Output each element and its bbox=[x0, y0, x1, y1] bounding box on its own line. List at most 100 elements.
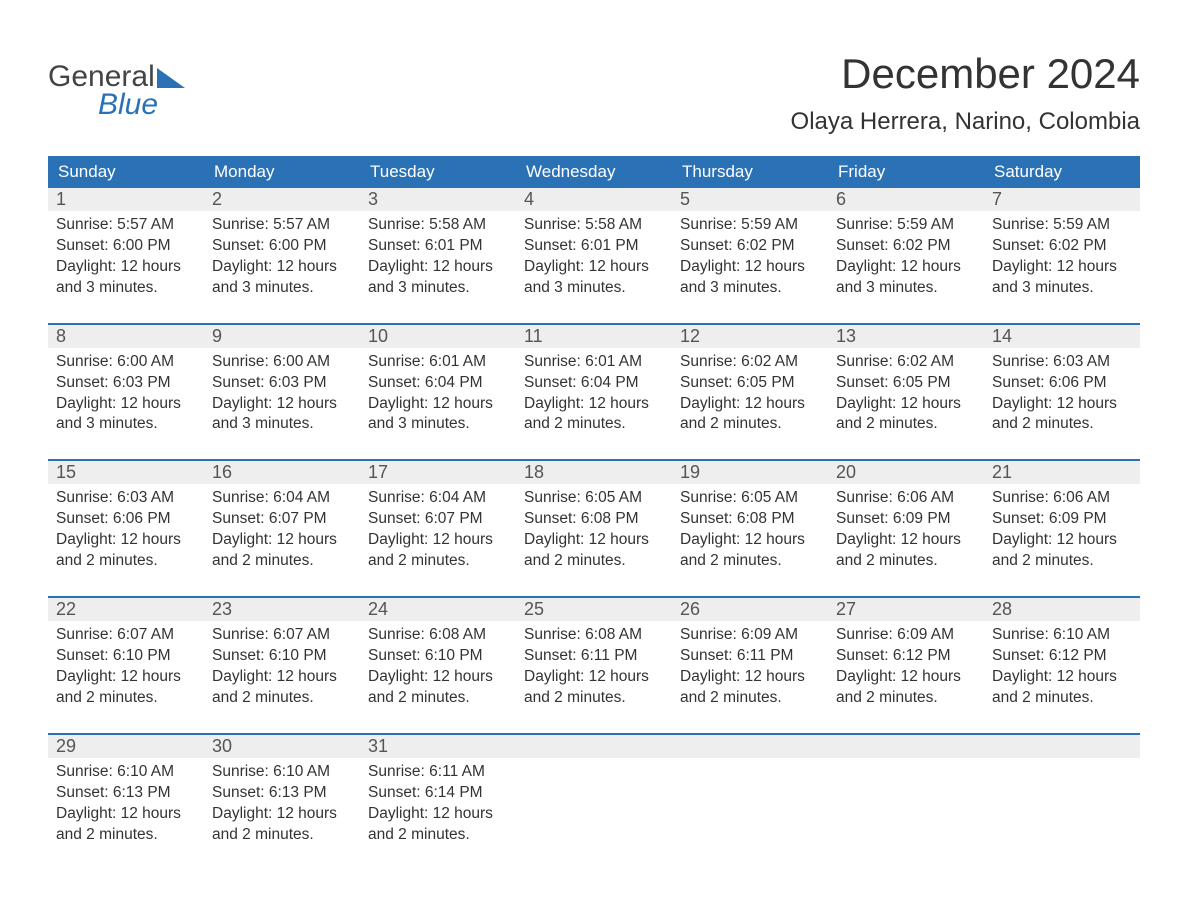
sunrise-text: Sunrise: 6:07 AM bbox=[212, 625, 352, 646]
sunset-text: Sunset: 6:09 PM bbox=[836, 509, 976, 530]
location-subtitle: Olaya Herrera, Narino, Colombia bbox=[791, 108, 1140, 136]
sunrise-text: Sunrise: 6:01 AM bbox=[524, 352, 664, 373]
day-data-cell: Sunrise: 6:09 AMSunset: 6:11 PMDaylight:… bbox=[672, 621, 828, 734]
dl2-text: and 2 minutes. bbox=[368, 688, 508, 709]
dl1-text: Daylight: 12 hours bbox=[992, 530, 1132, 551]
dl1-text: Daylight: 12 hours bbox=[56, 667, 196, 688]
day-data-cell: Sunrise: 6:00 AMSunset: 6:03 PMDaylight:… bbox=[48, 348, 204, 461]
day-number-row: 22232425262728 bbox=[48, 598, 1140, 621]
day-data-cell: Sunrise: 6:10 AMSunset: 6:13 PMDaylight:… bbox=[48, 758, 204, 854]
day-number-cell: 20 bbox=[828, 461, 984, 484]
day-data-row: Sunrise: 5:57 AMSunset: 6:00 PMDaylight:… bbox=[48, 211, 1140, 324]
calendar-table: Sunday Monday Tuesday Wednesday Thursday… bbox=[48, 156, 1140, 853]
sunset-text: Sunset: 6:06 PM bbox=[992, 373, 1132, 394]
sunset-text: Sunset: 6:02 PM bbox=[680, 236, 820, 257]
sunset-text: Sunset: 6:09 PM bbox=[992, 509, 1132, 530]
sunset-text: Sunset: 6:04 PM bbox=[524, 373, 664, 394]
dl2-text: and 2 minutes. bbox=[212, 551, 352, 572]
day-number-cell: 23 bbox=[204, 598, 360, 621]
dl1-text: Daylight: 12 hours bbox=[680, 530, 820, 551]
dl1-text: Daylight: 12 hours bbox=[56, 530, 196, 551]
dl2-text: and 2 minutes. bbox=[56, 688, 196, 709]
day-number-cell: 16 bbox=[204, 461, 360, 484]
dl1-text: Daylight: 12 hours bbox=[212, 804, 352, 825]
dl1-text: Daylight: 12 hours bbox=[212, 667, 352, 688]
dl2-text: and 2 minutes. bbox=[992, 414, 1132, 435]
dl2-text: and 2 minutes. bbox=[56, 825, 196, 846]
dl2-text: and 3 minutes. bbox=[56, 414, 196, 435]
dl2-text: and 3 minutes. bbox=[56, 278, 196, 299]
day-data-cell: Sunrise: 6:11 AMSunset: 6:14 PMDaylight:… bbox=[360, 758, 516, 854]
dl1-text: Daylight: 12 hours bbox=[680, 257, 820, 278]
sunset-text: Sunset: 6:03 PM bbox=[56, 373, 196, 394]
day-data-cell: Sunrise: 6:02 AMSunset: 6:05 PMDaylight:… bbox=[828, 348, 984, 461]
sunrise-text: Sunrise: 5:59 AM bbox=[992, 215, 1132, 236]
day-data-cell: Sunrise: 5:59 AMSunset: 6:02 PMDaylight:… bbox=[828, 211, 984, 324]
day-data-row: Sunrise: 6:07 AMSunset: 6:10 PMDaylight:… bbox=[48, 621, 1140, 734]
sunrise-text: Sunrise: 6:08 AM bbox=[524, 625, 664, 646]
dl1-text: Daylight: 12 hours bbox=[524, 257, 664, 278]
sunrise-text: Sunrise: 6:05 AM bbox=[524, 488, 664, 509]
sunrise-text: Sunrise: 5:58 AM bbox=[368, 215, 508, 236]
dl1-text: Daylight: 12 hours bbox=[836, 667, 976, 688]
dl1-text: Daylight: 12 hours bbox=[680, 667, 820, 688]
sunset-text: Sunset: 6:08 PM bbox=[680, 509, 820, 530]
sunrise-text: Sunrise: 6:06 AM bbox=[836, 488, 976, 509]
sunrise-text: Sunrise: 6:01 AM bbox=[368, 352, 508, 373]
dl1-text: Daylight: 12 hours bbox=[524, 667, 664, 688]
day-data-cell: Sunrise: 6:10 AMSunset: 6:12 PMDaylight:… bbox=[984, 621, 1140, 734]
sunset-text: Sunset: 6:02 PM bbox=[992, 236, 1132, 257]
day-data-cell: Sunrise: 6:05 AMSunset: 6:08 PMDaylight:… bbox=[672, 484, 828, 597]
sunrise-text: Sunrise: 5:57 AM bbox=[212, 215, 352, 236]
sunrise-text: Sunrise: 6:05 AM bbox=[680, 488, 820, 509]
dl1-text: Daylight: 12 hours bbox=[212, 257, 352, 278]
weekday-header: Wednesday bbox=[516, 156, 672, 188]
dl1-text: Daylight: 12 hours bbox=[56, 257, 196, 278]
day-data-cell: Sunrise: 6:05 AMSunset: 6:08 PMDaylight:… bbox=[516, 484, 672, 597]
dl2-text: and 2 minutes. bbox=[680, 551, 820, 572]
dl1-text: Daylight: 12 hours bbox=[524, 530, 664, 551]
dl1-text: Daylight: 12 hours bbox=[680, 394, 820, 415]
dl1-text: Daylight: 12 hours bbox=[524, 394, 664, 415]
dl1-text: Daylight: 12 hours bbox=[992, 257, 1132, 278]
sunrise-text: Sunrise: 6:08 AM bbox=[368, 625, 508, 646]
day-data-cell bbox=[516, 758, 672, 854]
sunrise-text: Sunrise: 5:59 AM bbox=[680, 215, 820, 236]
day-data-cell: Sunrise: 6:06 AMSunset: 6:09 PMDaylight:… bbox=[828, 484, 984, 597]
day-number-cell bbox=[984, 735, 1140, 758]
dl1-text: Daylight: 12 hours bbox=[212, 530, 352, 551]
sunrise-text: Sunrise: 6:07 AM bbox=[56, 625, 196, 646]
day-number-cell: 2 bbox=[204, 188, 360, 211]
dl2-text: and 2 minutes. bbox=[836, 688, 976, 709]
day-data-row: Sunrise: 6:03 AMSunset: 6:06 PMDaylight:… bbox=[48, 484, 1140, 597]
day-data-cell: Sunrise: 6:00 AMSunset: 6:03 PMDaylight:… bbox=[204, 348, 360, 461]
day-number-cell: 6 bbox=[828, 188, 984, 211]
dl2-text: and 3 minutes. bbox=[212, 414, 352, 435]
sunset-text: Sunset: 6:07 PM bbox=[368, 509, 508, 530]
dl1-text: Daylight: 12 hours bbox=[368, 257, 508, 278]
brand-word-2: Blue bbox=[98, 88, 158, 122]
day-number-cell: 27 bbox=[828, 598, 984, 621]
dl1-text: Daylight: 12 hours bbox=[56, 394, 196, 415]
day-data-cell: Sunrise: 5:59 AMSunset: 6:02 PMDaylight:… bbox=[672, 211, 828, 324]
sunset-text: Sunset: 6:01 PM bbox=[524, 236, 664, 257]
sunrise-text: Sunrise: 6:09 AM bbox=[680, 625, 820, 646]
header: General Blue December 2024 Olaya Herrera… bbox=[48, 50, 1140, 150]
dl1-text: Daylight: 12 hours bbox=[212, 394, 352, 415]
day-number-cell bbox=[516, 735, 672, 758]
sunrise-text: Sunrise: 6:00 AM bbox=[212, 352, 352, 373]
dl2-text: and 2 minutes. bbox=[524, 414, 664, 435]
day-number-cell: 29 bbox=[48, 735, 204, 758]
day-data-cell: Sunrise: 6:06 AMSunset: 6:09 PMDaylight:… bbox=[984, 484, 1140, 597]
day-number-cell: 30 bbox=[204, 735, 360, 758]
day-number-cell: 18 bbox=[516, 461, 672, 484]
day-data-cell bbox=[828, 758, 984, 854]
dl2-text: and 2 minutes. bbox=[212, 688, 352, 709]
day-number-cell: 21 bbox=[984, 461, 1140, 484]
sunset-text: Sunset: 6:12 PM bbox=[836, 646, 976, 667]
day-number-row: 891011121314 bbox=[48, 325, 1140, 348]
day-data-cell: Sunrise: 6:07 AMSunset: 6:10 PMDaylight:… bbox=[48, 621, 204, 734]
day-number-cell: 9 bbox=[204, 325, 360, 348]
day-number-cell: 24 bbox=[360, 598, 516, 621]
sunrise-text: Sunrise: 5:58 AM bbox=[524, 215, 664, 236]
